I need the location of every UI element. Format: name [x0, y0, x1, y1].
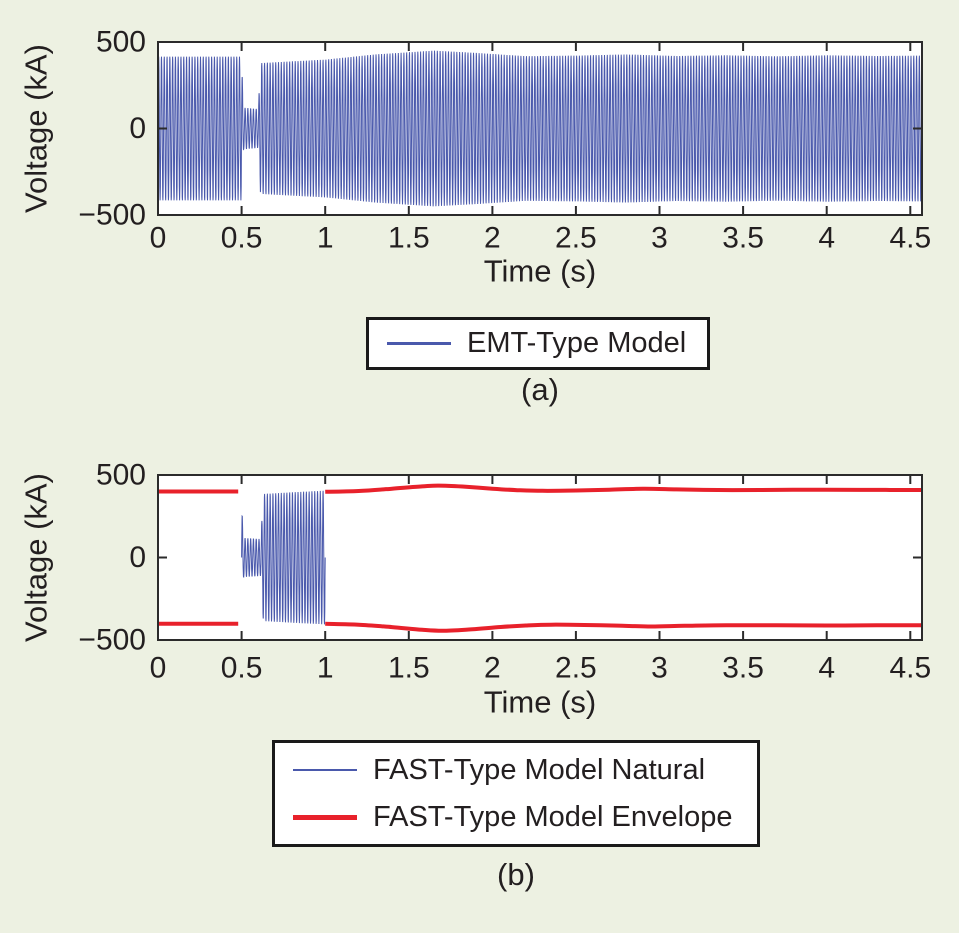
x-axis-label: Time (s) — [484, 254, 597, 289]
y-tick-label: −500 — [78, 624, 146, 657]
emt-legend-label: EMT-Type Model — [467, 327, 687, 359]
y-tick-label: 500 — [96, 26, 146, 59]
y-axis-label: Voltage (kA) — [19, 44, 54, 213]
x-tick-label: 2.5 — [555, 652, 597, 685]
legend-row-fast-envelope: FAST-Type Model Envelope — [275, 801, 757, 834]
x-tick-label: 0.5 — [221, 652, 263, 685]
x-tick-label: 0 — [150, 652, 167, 685]
x-axis-label: Time (s) — [484, 685, 597, 720]
x-tick-label: 1 — [317, 652, 334, 685]
y-tick-label: 0 — [129, 541, 146, 574]
waveform-b-modulated-sine — [241, 490, 326, 625]
envelope-segment — [325, 483, 923, 494]
x-tick-label: 3.5 — [722, 652, 764, 685]
x-tick-label: 1 — [317, 222, 334, 255]
x-tick-label: 4 — [818, 222, 835, 255]
x-tick-label: 0 — [150, 222, 167, 255]
y-tick-label: 500 — [96, 459, 146, 492]
x-tick-label: 3 — [651, 652, 668, 685]
caption-a: (a) — [521, 372, 559, 407]
y-tick-label: 0 — [129, 112, 146, 145]
legend-a-box: EMT-Type Model — [366, 317, 710, 370]
fast-envelope-legend-label: FAST-Type Model Envelope — [373, 800, 733, 833]
x-tick-label: 1.5 — [388, 652, 430, 685]
y-axis-label: Voltage (kA) — [19, 473, 54, 642]
x-tick-label: 1.5 — [388, 222, 430, 255]
legend-b-box: FAST-Type Model Natural FAST-Type Model … — [272, 740, 760, 847]
x-tick-label: 2 — [484, 222, 501, 255]
fast-natural-line-sample — [293, 768, 357, 772]
x-tick-label: 4 — [818, 652, 835, 685]
x-tick-label: 2 — [484, 652, 501, 685]
x-tick-label: 3.5 — [722, 222, 764, 255]
x-tick-label: 3 — [651, 222, 668, 255]
x-tick-label: 2.5 — [555, 222, 597, 255]
fast-envelope-line-sample — [293, 814, 357, 820]
envelope-segment — [325, 621, 922, 633]
x-tick-label: 4.5 — [889, 222, 931, 255]
emt-line-sample — [387, 342, 451, 345]
legend-row-emt: EMT-Type Model — [369, 327, 707, 360]
legend-row-fast-natural: FAST-Type Model Natural — [275, 754, 757, 787]
fast-natural-legend-label: FAST-Type Model Natural — [373, 753, 706, 786]
x-tick-label: 4.5 — [889, 652, 931, 685]
y-tick-label: −500 — [78, 199, 146, 232]
waveform-a-modulated-sine — [157, 50, 923, 207]
caption-b: (b) — [497, 857, 535, 892]
x-tick-label: 0.5 — [221, 222, 263, 255]
